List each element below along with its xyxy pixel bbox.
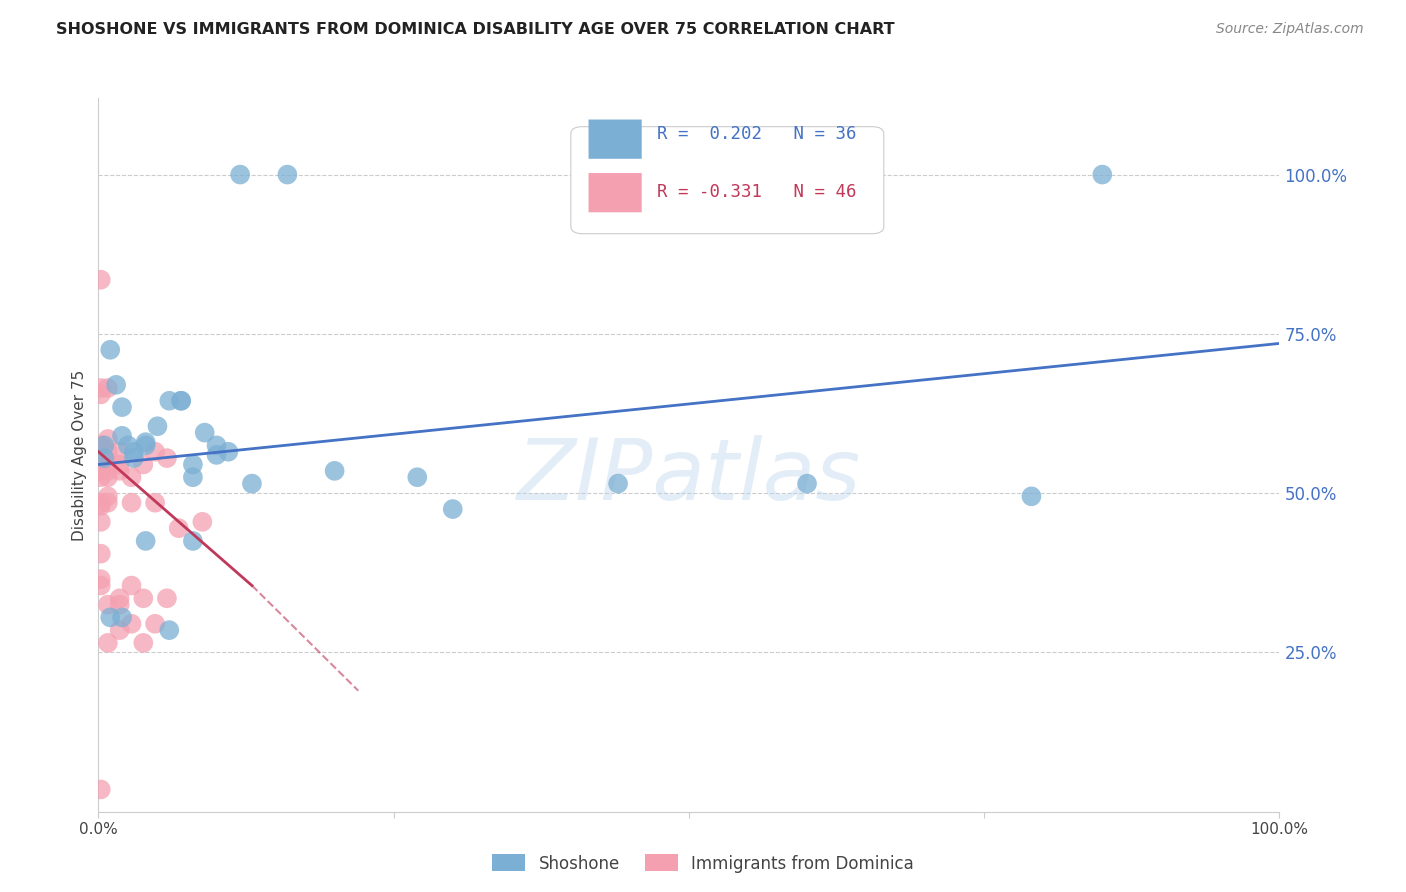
FancyBboxPatch shape [589,173,641,212]
Point [276,168,298,182]
Point [132,458,155,472]
Point [135,533,157,548]
Point [108,458,131,472]
Point [205,448,228,462]
Point [170,393,193,408]
Point [98,343,121,357]
Point [1021,489,1043,503]
Point [240,476,263,491]
Point [90,381,112,395]
Point [108,464,131,478]
Point [97,464,120,478]
FancyBboxPatch shape [571,127,884,234]
Point [170,393,193,408]
Point [122,451,145,466]
Point [191,515,214,529]
Point [97,432,120,446]
Point [121,578,143,592]
Point [217,444,239,458]
Text: Source: ZipAtlas.com: Source: ZipAtlas.com [1216,22,1364,37]
Point [90,451,112,466]
Point [146,419,169,434]
Legend: Shoshone, Immigrants from Dominica: Shoshone, Immigrants from Dominica [485,847,921,880]
Point [181,533,204,548]
Point [90,438,112,452]
Point [90,499,112,513]
Point [111,610,134,624]
Text: R = -0.331   N = 46: R = -0.331 N = 46 [657,184,856,202]
Point [132,591,155,606]
Point [108,444,131,458]
Point [90,572,112,586]
Point [90,387,112,401]
Point [1091,168,1114,182]
Point [143,496,166,510]
Point [90,438,112,452]
Point [93,438,115,452]
Point [135,438,157,452]
Point [108,623,131,637]
Point [97,489,120,503]
Text: ZIPatlas: ZIPatlas [517,434,860,518]
Point [93,451,115,466]
Point [135,435,157,450]
Point [97,496,120,510]
Point [97,444,120,458]
Point [117,438,139,452]
Point [90,578,112,592]
Point [157,623,180,637]
Point [156,451,179,466]
Point [90,458,112,472]
Point [121,616,143,631]
Point [97,458,120,472]
Point [121,470,143,484]
Point [156,591,179,606]
Point [97,381,120,395]
Point [157,393,180,408]
Point [97,470,120,484]
Point [105,377,128,392]
Point [111,400,134,414]
Point [97,636,120,650]
Point [90,470,112,484]
Y-axis label: Disability Age Over 75: Disability Age Over 75 [72,369,87,541]
FancyBboxPatch shape [589,120,641,159]
Point [194,425,217,440]
Text: SHOSHONE VS IMMIGRANTS FROM DOMINICA DISABILITY AGE OVER 75 CORRELATION CHART: SHOSHONE VS IMMIGRANTS FROM DOMINICA DIS… [56,22,894,37]
Point [90,496,112,510]
Point [90,547,112,561]
Point [108,598,131,612]
Point [98,610,121,624]
Point [406,470,429,484]
Point [90,464,112,478]
Point [90,782,112,797]
Point [122,444,145,458]
Point [796,476,818,491]
Point [181,458,204,472]
Point [108,591,131,606]
Point [607,476,630,491]
Point [181,470,204,484]
Point [132,636,155,650]
Point [143,444,166,458]
Point [205,438,228,452]
Point [90,273,112,287]
Point [167,521,190,535]
Point [97,598,120,612]
Point [323,464,346,478]
Point [121,496,143,510]
Point [90,515,112,529]
Point [143,616,166,631]
Text: R =  0.202   N = 36: R = 0.202 N = 36 [657,125,856,143]
Point [229,168,252,182]
Point [441,502,464,516]
Point [111,429,134,443]
